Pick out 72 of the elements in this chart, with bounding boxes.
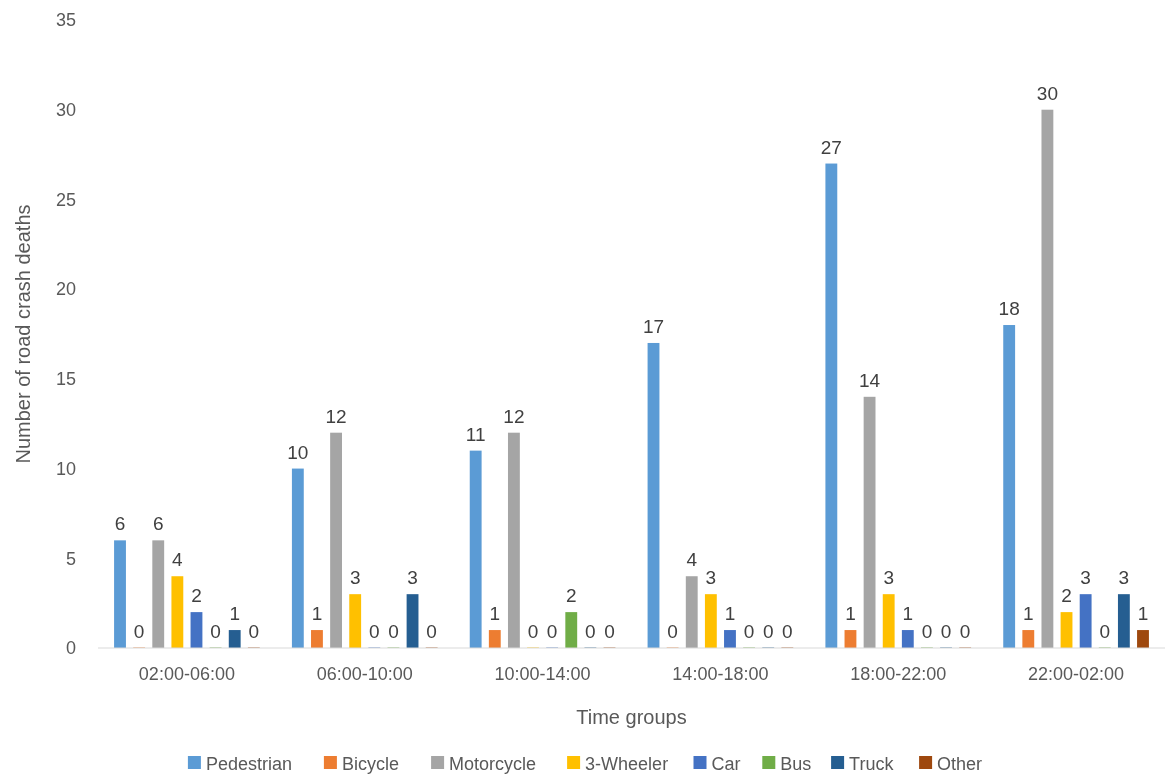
y-tick-label: 35 <box>55 10 76 31</box>
data-label: 3 <box>883 567 894 589</box>
data-label: 27 <box>820 136 842 158</box>
data-label: 0 <box>527 621 539 642</box>
y-tick-label: 20 <box>55 279 76 300</box>
data-label: 0 <box>782 621 793 642</box>
y-axis-title: Number of road crash deaths <box>12 204 34 464</box>
legend-label: Motorcycle <box>449 754 537 775</box>
legend-label: Pedestrian <box>205 754 292 775</box>
data-label: 17 <box>642 315 665 337</box>
y-tick-label: 5 <box>65 548 76 569</box>
data-label: 1 <box>1137 603 1149 625</box>
data-label: 0 <box>959 621 971 642</box>
data-label: 3 <box>407 567 418 589</box>
y-tick-label: 10 <box>55 458 76 479</box>
x-tick-label: 14:00-18:00 <box>672 664 769 684</box>
data-label: 0 <box>369 621 380 642</box>
data-label: 30 <box>1036 82 1058 104</box>
legend-label: 3-Wheeler <box>585 754 669 775</box>
legend-label: Other <box>937 754 983 775</box>
data-label: 4 <box>686 549 698 571</box>
y-tick-label: 30 <box>55 100 76 121</box>
data-label: 1 <box>902 603 914 625</box>
data-label: 3 <box>705 567 717 589</box>
legend-label: Bicycle <box>341 754 399 775</box>
data-label: 0 <box>210 621 221 642</box>
x-tick-label: 06:00-10:00 <box>316 664 413 684</box>
data-label: 0 <box>426 621 437 642</box>
y-tick-label: 25 <box>55 189 76 210</box>
data-label: 18 <box>998 298 1020 320</box>
x-tick-label: 18:00-22:00 <box>850 664 947 684</box>
data-label: 6 <box>114 513 126 535</box>
x-axis-title: Time groups <box>576 706 687 728</box>
data-label: 0 <box>940 621 952 642</box>
y-tick-label: 15 <box>55 369 76 390</box>
data-label: 0 <box>546 621 558 642</box>
data-label: 0 <box>1099 621 1111 642</box>
data-label: 3 <box>1080 567 1091 589</box>
data-label: 3 <box>1118 567 1130 589</box>
data-label: 10 <box>287 441 309 463</box>
data-label: 0 <box>762 621 774 642</box>
data-label: 1 <box>489 603 501 625</box>
data-label: 14 <box>859 369 881 391</box>
data-label: 0 <box>248 621 260 642</box>
data-label: 1 <box>724 603 736 625</box>
data-label: 12 <box>325 405 347 427</box>
x-tick-label: 10:00-14:00 <box>494 664 591 684</box>
data-label: 2 <box>1061 585 1072 607</box>
data-label: 3 <box>349 567 361 589</box>
data-label: 1 <box>311 603 323 625</box>
data-label: 0 <box>743 621 755 642</box>
x-tick-label: 02:00-06:00 <box>138 664 235 684</box>
data-label: 2 <box>565 585 577 607</box>
data-label: 0 <box>604 621 615 642</box>
data-label: 0 <box>921 621 933 642</box>
data-label: 12 <box>503 405 525 427</box>
data-label: 1 <box>1023 603 1034 625</box>
x-tick-label: 22:00-02:00 <box>1028 664 1125 684</box>
data-label: 0 <box>133 621 145 642</box>
data-label: 2 <box>191 585 202 607</box>
legend-label: Car <box>711 754 741 775</box>
data-label: 11 <box>465 423 486 445</box>
data-label: 0 <box>667 621 678 642</box>
legend-label: Truck <box>849 754 895 775</box>
data-label: 0 <box>388 621 399 642</box>
data-label: 1 <box>845 603 856 625</box>
data-label: 1 <box>229 603 240 625</box>
data-label: 6 <box>152 513 164 535</box>
data-label: 4 <box>172 549 184 571</box>
y-tick-label: 0 <box>65 638 76 659</box>
legend-label: Bus <box>780 754 812 775</box>
data-label: 0 <box>585 621 596 642</box>
